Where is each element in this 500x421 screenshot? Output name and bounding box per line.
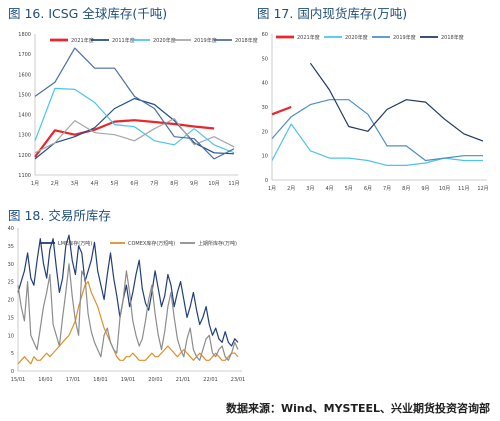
- x-tick-label: 4月: [91, 181, 99, 187]
- x-tick-label: 16/01: [38, 377, 52, 383]
- legend-label-3: 2019年度: [194, 37, 217, 44]
- y-tick-label: 1700: [18, 52, 31, 58]
- y-tick-label: 20: [262, 129, 268, 135]
- x-tick-label: 10月: [439, 186, 450, 192]
- series-line-1: [34, 97, 235, 160]
- legend-label-0: 2021年度: [71, 37, 94, 44]
- y-tick-label: 50: [262, 56, 268, 62]
- y-tick-label: 5: [11, 351, 14, 357]
- x-tick-label: 11月: [228, 181, 239, 187]
- series-line-0: [271, 105, 292, 116]
- y-tick-label: 1100: [18, 173, 31, 179]
- fig17-title: 图 17. 国内现货库存(万吨): [257, 6, 408, 21]
- x-tick-label: 5月: [111, 181, 119, 187]
- x-tick-label: 9月: [421, 186, 429, 192]
- y-tick-label: 30: [262, 105, 268, 111]
- x-tick-label: 12月: [477, 186, 488, 192]
- x-tick-label: 10月: [208, 181, 219, 187]
- fig16-title: 图 16. ICSG 全球库存(千吨): [8, 6, 168, 21]
- y-tick-label: 25: [8, 280, 14, 286]
- legend-label-2: 2020年度: [153, 37, 176, 44]
- x-tick-label: 8月: [402, 186, 410, 192]
- y-tick-label: 1400: [18, 113, 31, 119]
- legend-label-4: 2018年度: [235, 37, 258, 44]
- legend-label-1: 2011年度: [112, 37, 135, 44]
- x-tick-label: 15/01: [11, 377, 25, 383]
- y-tick-label: 1500: [18, 92, 31, 98]
- series-line-0: [17, 234, 239, 347]
- x-tick-label: 18/01: [93, 377, 107, 383]
- fig18-chart: 0 5 10 15 20 25 30 35 40 15/01 16/01 17/01 18/01 19/0…: [8, 226, 246, 383]
- x-tick-label: 21/01: [176, 377, 190, 383]
- x-tick-label: 22/01: [203, 377, 217, 383]
- x-tick-label: 11月: [458, 186, 469, 192]
- x-tick-label: 9月: [190, 181, 198, 187]
- x-tick-label: 3月: [71, 181, 79, 187]
- x-tick-label: 3月: [306, 186, 314, 192]
- y-tick-label: 1800: [18, 32, 31, 38]
- legend-label-2: 上期所库存(万吨): [198, 240, 237, 247]
- x-tick-label: 5月: [345, 186, 353, 192]
- y-tick-label: 1200: [18, 153, 31, 159]
- data-source-note: 数据来源：Wind、MYSTEEL、兴业期货投资咨询部: [226, 402, 490, 415]
- y-tick-label: 10: [8, 333, 14, 339]
- fig18-title: 图 18. 交易所库存: [8, 208, 111, 223]
- y-tick-label: 1300: [18, 133, 31, 139]
- y-tick-label: 0: [265, 178, 268, 184]
- x-tick-label: 7月: [383, 186, 391, 192]
- legend-label-3: 2018年度: [441, 34, 464, 41]
- legend-label-0: LME库存(万吨): [58, 240, 92, 247]
- y-tick-label: 40: [8, 226, 14, 232]
- x-tick-label: 4月: [325, 186, 333, 192]
- x-tick-label: 1月: [31, 181, 39, 187]
- x-tick-label: 23/01: [231, 377, 245, 383]
- series-line-3: [309, 62, 484, 142]
- y-tick-label: 15: [8, 315, 14, 321]
- y-tick-label: 40: [262, 81, 268, 87]
- x-tick-label: 7月: [150, 181, 158, 187]
- x-tick-label: 17/01: [66, 377, 80, 383]
- series-line-2: [17, 263, 239, 361]
- y-tick-label: 10: [262, 154, 268, 160]
- x-tick-label: 6月: [130, 181, 138, 187]
- series-line-2: [271, 99, 483, 162]
- legend-label-1: COMEX库存(万短吨): [128, 240, 175, 247]
- y-tick-label: 0: [11, 369, 14, 375]
- x-tick-label: 2月: [51, 181, 59, 187]
- y-tick-label: 20: [8, 298, 14, 304]
- series-line-3: [34, 118, 235, 154]
- x-tick-label: 6月: [364, 186, 372, 192]
- fig17-chart: 0 10 20 30 40 50 60 1月 2月 3月 4月 5月 6月 7月 8月 9月 10月 11月 12月…: [262, 32, 489, 192]
- x-tick-label: 1月: [268, 186, 276, 192]
- legend-label-1: 2020年度: [345, 34, 368, 41]
- series-line-2: [34, 87, 235, 154]
- x-tick-label: 19/01: [121, 377, 135, 383]
- y-tick-label: 30: [8, 262, 14, 268]
- y-tick-label: 35: [8, 244, 14, 250]
- series-line-1: [271, 123, 483, 166]
- legend-label-0: 2021年度: [297, 34, 320, 41]
- y-tick-label: 1600: [18, 72, 31, 78]
- x-tick-label: 8月: [170, 181, 178, 187]
- fig16-chart: 1100 1200 1300 1400 1500 1600 1700 1800 1月 2月 3月 4月…: [18, 32, 257, 187]
- legend-label-2: 2019年度: [393, 34, 416, 41]
- x-tick-label: 20/01: [148, 377, 162, 383]
- x-tick-label: 2月: [287, 186, 295, 192]
- series-line-4: [34, 47, 235, 160]
- y-tick-label: 60: [262, 32, 268, 38]
